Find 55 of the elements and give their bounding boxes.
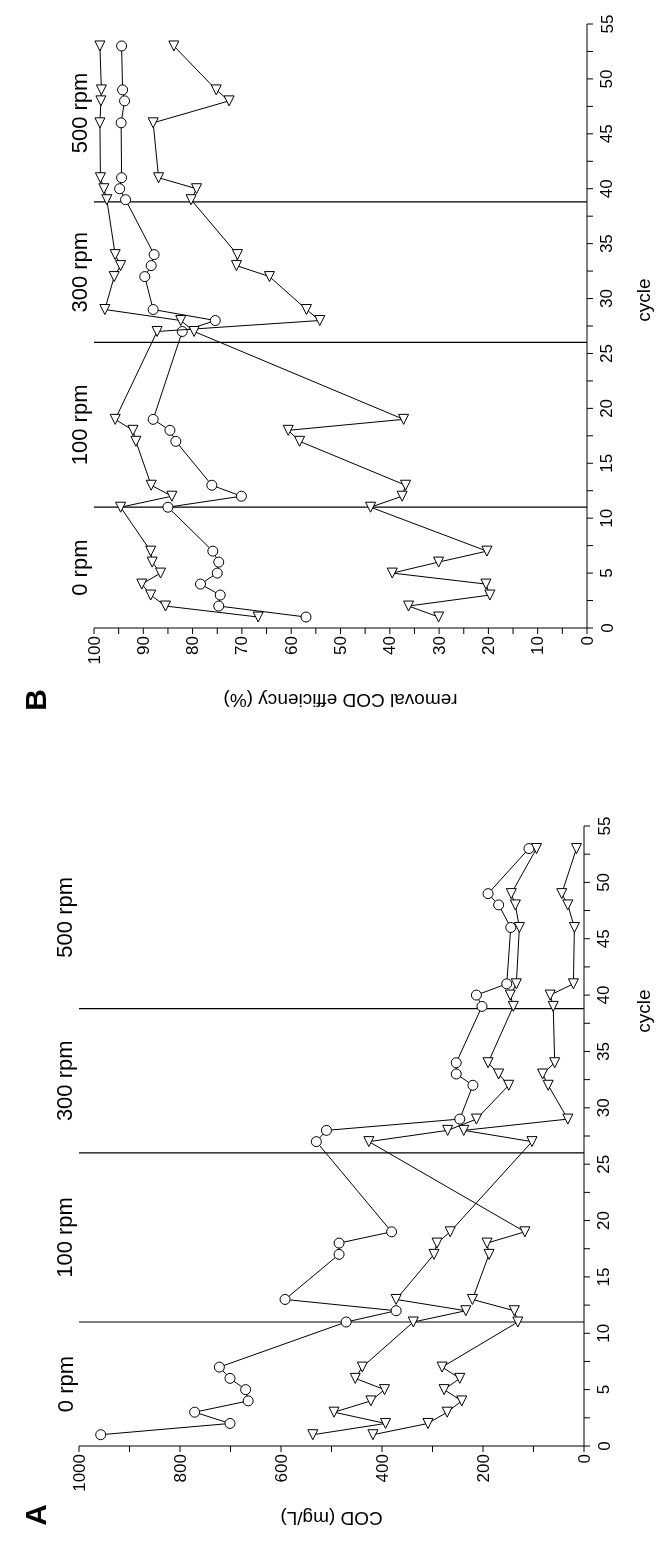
text: 300 rpm	[52, 1040, 78, 1122]
x-tick-label: 70	[232, 636, 252, 655]
y-tick-label: 25	[597, 343, 617, 363]
y-tick-label: 40	[594, 985, 614, 1005]
y-tick-label: 10	[594, 1323, 614, 1343]
x-tick-label: 10	[528, 636, 548, 655]
y-tick-label: 0	[597, 623, 617, 633]
y-tick-label: 45	[594, 929, 614, 949]
x-tick-label: 20	[478, 636, 498, 655]
text: 500 rpm	[52, 876, 78, 958]
x-tick-label: 30	[429, 636, 449, 655]
text: 500 rpm	[67, 72, 93, 154]
text: 300 rpm	[67, 231, 93, 313]
y-tick-label: 50	[594, 872, 614, 892]
y-tick-label: 15	[597, 453, 617, 473]
x-tick-label: 200	[473, 1454, 493, 1483]
x-tick-label: 0	[577, 636, 597, 646]
y-tick-label: 20	[597, 398, 617, 418]
y-tick-label: 10	[597, 508, 617, 528]
y-tick-label: 35	[594, 1041, 614, 1061]
text: 100 rpm	[67, 384, 93, 466]
x-tick-label: 100	[84, 636, 104, 665]
y-tick-label: 20	[594, 1211, 614, 1231]
y-tick-label: 35	[597, 234, 617, 254]
y-tick-label: 40	[597, 179, 617, 199]
x-tick-label: 800	[170, 1454, 190, 1483]
x-tick-label: 0	[574, 1454, 594, 1464]
x-axis-title: removal COD efficiency (%)	[223, 689, 458, 711]
x-tick-label: 90	[133, 636, 153, 655]
y-tick-label: 30	[597, 289, 617, 309]
text: 100 rpm	[52, 1197, 78, 1278]
y-tick-label: 15	[594, 1267, 614, 1287]
y-axis-title: cycle	[632, 989, 654, 1033]
x-axis-title: COD (mg/L)	[280, 1507, 383, 1529]
x-tick-label: 400	[372, 1454, 392, 1483]
y-tick-label: 55	[597, 14, 617, 34]
y-tick-label: 55	[594, 816, 614, 836]
text: 0 rpm	[52, 1355, 78, 1413]
y-tick-label: 45	[597, 124, 617, 144]
y-axis-title: cycle	[632, 278, 654, 322]
x-tick-label: 40	[380, 636, 400, 655]
x-tick-label: 80	[183, 636, 203, 655]
text: A	[18, 1504, 52, 1526]
y-tick-label: 5	[594, 1384, 614, 1395]
y-tick-label: 5	[597, 568, 617, 578]
x-tick-label: 60	[281, 636, 301, 655]
y-tick-label: 0	[594, 1441, 614, 1451]
x-tick-label: 50	[331, 636, 350, 655]
y-tick-label: 50	[597, 69, 617, 89]
x-tick-label: 600	[271, 1454, 291, 1483]
x-tick-label: 1000	[69, 1454, 89, 1492]
y-tick-label: 25	[594, 1154, 614, 1174]
text: 0 rpm	[67, 539, 93, 596]
text: B	[18, 689, 52, 711]
y-tick-label: 30	[594, 1098, 614, 1118]
